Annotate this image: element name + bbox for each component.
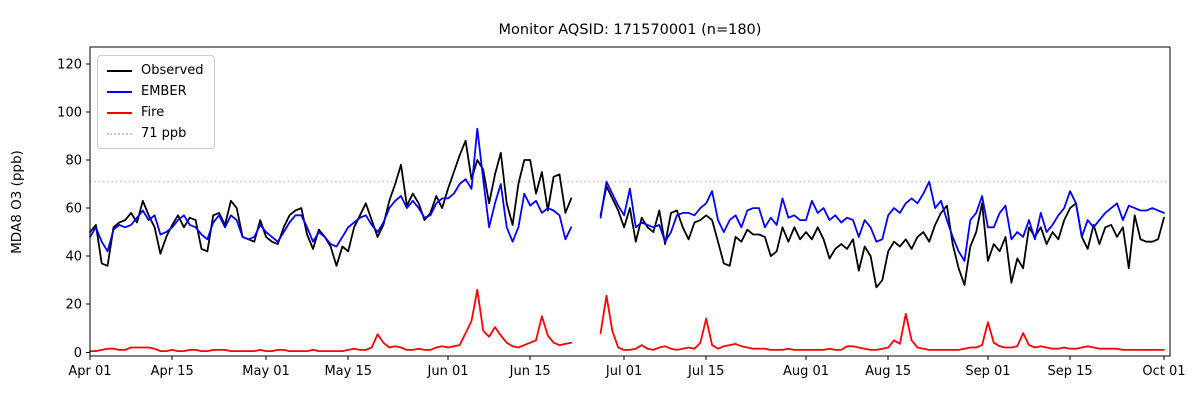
legend-item-fire: Fire (107, 105, 204, 121)
x-tick-label: Aug 01 (783, 364, 829, 379)
y-tick-label: 40 (65, 250, 82, 265)
legend-label-observed: Observed (141, 63, 204, 78)
legend-label-fire: Fire (141, 105, 165, 120)
y-tick-label: 120 (57, 57, 82, 72)
series-line-observed (89, 139, 1165, 289)
x-tick-label: Jun 15 (509, 364, 551, 379)
legend-label-threshold: 71 ppb (141, 126, 187, 141)
legend-item-threshold: 71 ppb (107, 126, 204, 142)
x-tick-label: Jun 01 (427, 364, 469, 379)
legend-item-ember: EMBER (107, 84, 204, 100)
threshold-dotted-line-icon (107, 133, 132, 135)
y-tick-label: 20 (65, 298, 82, 313)
x-tick-label: May 15 (324, 364, 372, 379)
legend-label-ember: EMBER (141, 84, 187, 99)
legend: Observed EMBER Fire 71 ppb (97, 55, 215, 149)
series-line-fire (89, 288, 1165, 352)
fire-line-icon (107, 112, 132, 114)
plot-border (89, 46, 1171, 357)
chart-title: Monitor AQSID: 171570001 (n=180) (498, 22, 762, 38)
y-tick-label: 100 (57, 105, 82, 120)
x-tick-label: Sep 15 (1048, 364, 1093, 379)
legend-item-observed: Observed (107, 63, 204, 79)
y-tick-label: 80 (65, 153, 82, 168)
ember-line-icon (107, 91, 132, 93)
x-tick-label: Apr 15 (151, 364, 194, 379)
x-tick-label: Oct 01 (1142, 364, 1185, 379)
y-tick-label: 0 (74, 346, 82, 361)
observed-line-icon (107, 70, 132, 72)
y-tick-label: 60 (65, 202, 82, 217)
x-tick-label: Jul 15 (687, 364, 724, 379)
x-tick-label: Apr 01 (68, 364, 111, 379)
x-tick-label: Sep 01 (965, 364, 1010, 379)
x-tick-label: Jul 01 (605, 364, 642, 379)
x-tick-label: May 01 (242, 364, 290, 379)
series-line-ember (89, 127, 1165, 262)
x-tick-label: Aug 15 (865, 364, 911, 379)
